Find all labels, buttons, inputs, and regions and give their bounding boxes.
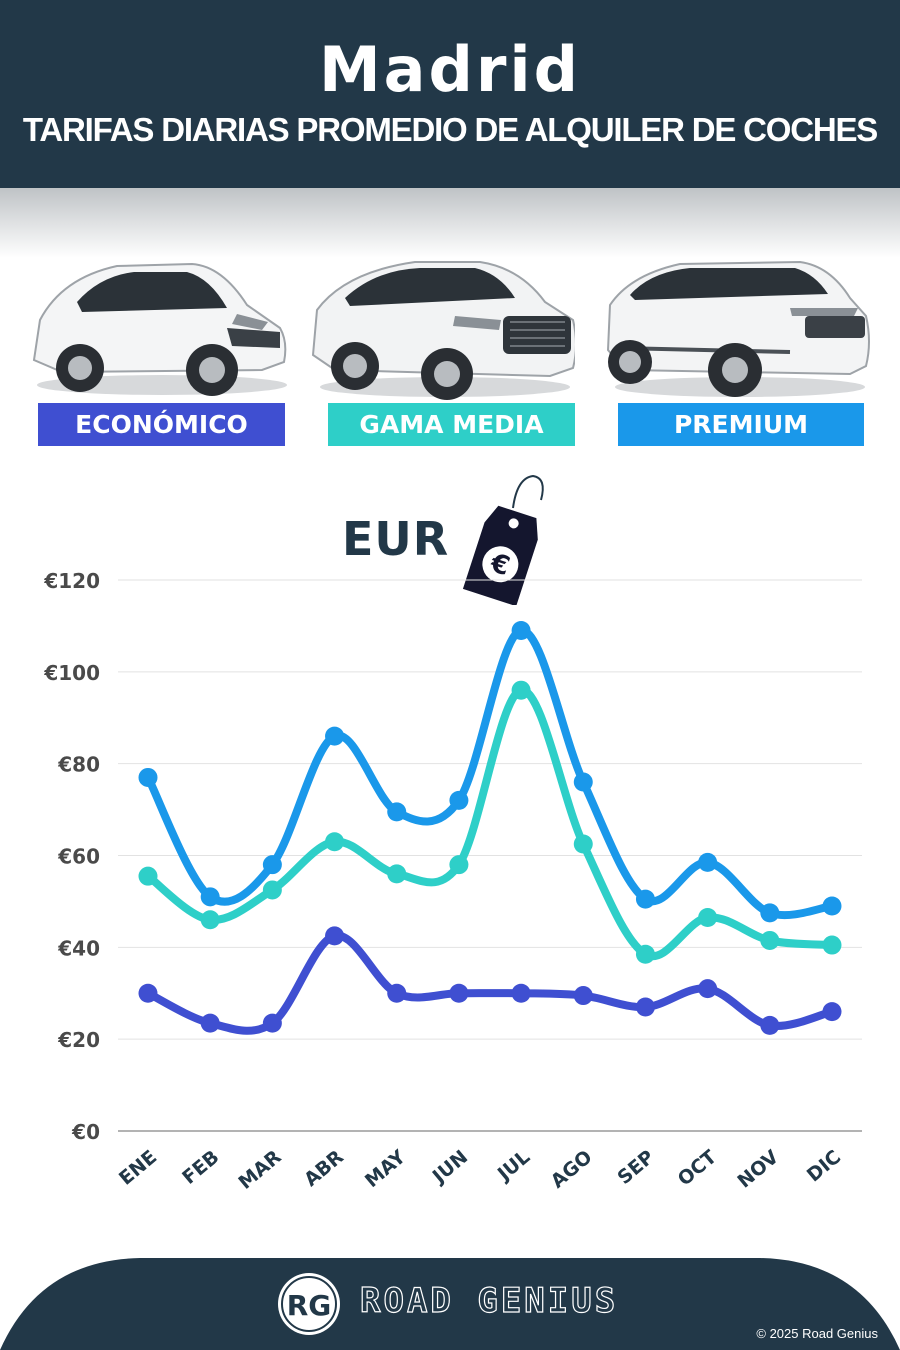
data-point: [511, 680, 531, 700]
data-point: [573, 772, 593, 792]
city-title: Madrid: [318, 33, 582, 106]
data-point: [698, 979, 718, 999]
y-tick-label: €60: [57, 845, 100, 869]
hatchback-car-icon: [22, 250, 292, 400]
y-tick-label: €0: [71, 1120, 100, 1144]
data-point: [635, 944, 655, 964]
data-point: [138, 866, 158, 886]
x-tick-label: JUN: [427, 1146, 472, 1189]
rg-logo-text: RG: [287, 1289, 332, 1322]
data-point: [698, 907, 718, 927]
data-point: [200, 910, 220, 930]
data-point: [511, 621, 531, 641]
header-shadow: [0, 188, 900, 258]
x-tick-label: OCT: [674, 1146, 721, 1191]
data-point: [325, 832, 345, 852]
series-line: [144, 686, 836, 961]
data-point: [635, 997, 655, 1017]
category-label-gama-media: GAMA MEDIA: [328, 403, 575, 446]
category-label-economico: ECONÓMICO: [38, 403, 285, 446]
rg-logo-icon: RG: [276, 1271, 342, 1337]
data-point: [262, 1013, 282, 1033]
data-point: [822, 935, 842, 955]
x-tick-label: JUL: [492, 1146, 534, 1186]
data-point: [822, 896, 842, 916]
x-tick-label: ENE: [115, 1146, 161, 1190]
suv-car-icon: [305, 250, 575, 400]
data-point: [262, 855, 282, 875]
data-point: [449, 983, 469, 1003]
data-point: [387, 983, 407, 1003]
data-point: [200, 1013, 220, 1033]
data-point: [635, 889, 655, 909]
x-tick-label: MAY: [361, 1146, 410, 1192]
data-point: [200, 887, 220, 907]
x-tick-label: FEB: [178, 1146, 223, 1189]
data-point: [760, 903, 780, 923]
x-tick-label: MAR: [234, 1146, 285, 1194]
copyright-text: © 2025 Road Genius: [756, 1326, 878, 1341]
data-point: [262, 880, 282, 900]
data-point: [822, 1002, 842, 1022]
x-tick-label: DIC: [803, 1146, 845, 1187]
data-point: [387, 864, 407, 884]
series-line: [144, 931, 836, 1035]
x-tick-label: NOV: [733, 1146, 783, 1193]
y-tick-label: €80: [57, 753, 100, 777]
data-point: [449, 790, 469, 810]
category-label-premium: PREMIUM: [618, 403, 864, 446]
currency-label: EUR: [342, 512, 450, 566]
brand-name: ROAD GENIUS: [359, 1280, 619, 1321]
footer-band: [0, 1250, 900, 1350]
data-point: [760, 1015, 780, 1035]
line-chart: €0 €20 €40 €60 €80 €100 €120 ENE FEB MAR ABR MAY JUN…: [43, 569, 862, 1194]
data-point: [573, 986, 593, 1006]
data-point: [325, 926, 345, 946]
x-tick-label: ABR: [300, 1146, 348, 1191]
x-tick-label: SEP: [613, 1146, 658, 1189]
euro-price-tag-icon: €: [462, 474, 544, 605]
data-point: [325, 726, 345, 746]
data-point: [698, 852, 718, 872]
data-point: [387, 802, 407, 822]
x-tick-label: AGO: [547, 1146, 597, 1193]
data-point: [573, 834, 593, 854]
header-banner: Madrid TARIFAS DIARIAS PROMEDIO DE ALQUI…: [0, 0, 900, 188]
data-point: [138, 983, 158, 1003]
y-tick-label: €120: [43, 569, 100, 593]
data-point: [138, 767, 158, 787]
y-tick-label: €20: [57, 1028, 100, 1052]
luxury-suv-car-icon: [600, 250, 870, 400]
data-point: [511, 983, 531, 1003]
data-point: [760, 930, 780, 950]
chart-subtitle: TARIFAS DIARIAS PROMEDIO DE ALQUILER DE …: [22, 111, 878, 148]
y-tick-label: €100: [43, 661, 100, 685]
y-tick-label: €40: [57, 936, 100, 960]
data-point: [449, 855, 469, 875]
